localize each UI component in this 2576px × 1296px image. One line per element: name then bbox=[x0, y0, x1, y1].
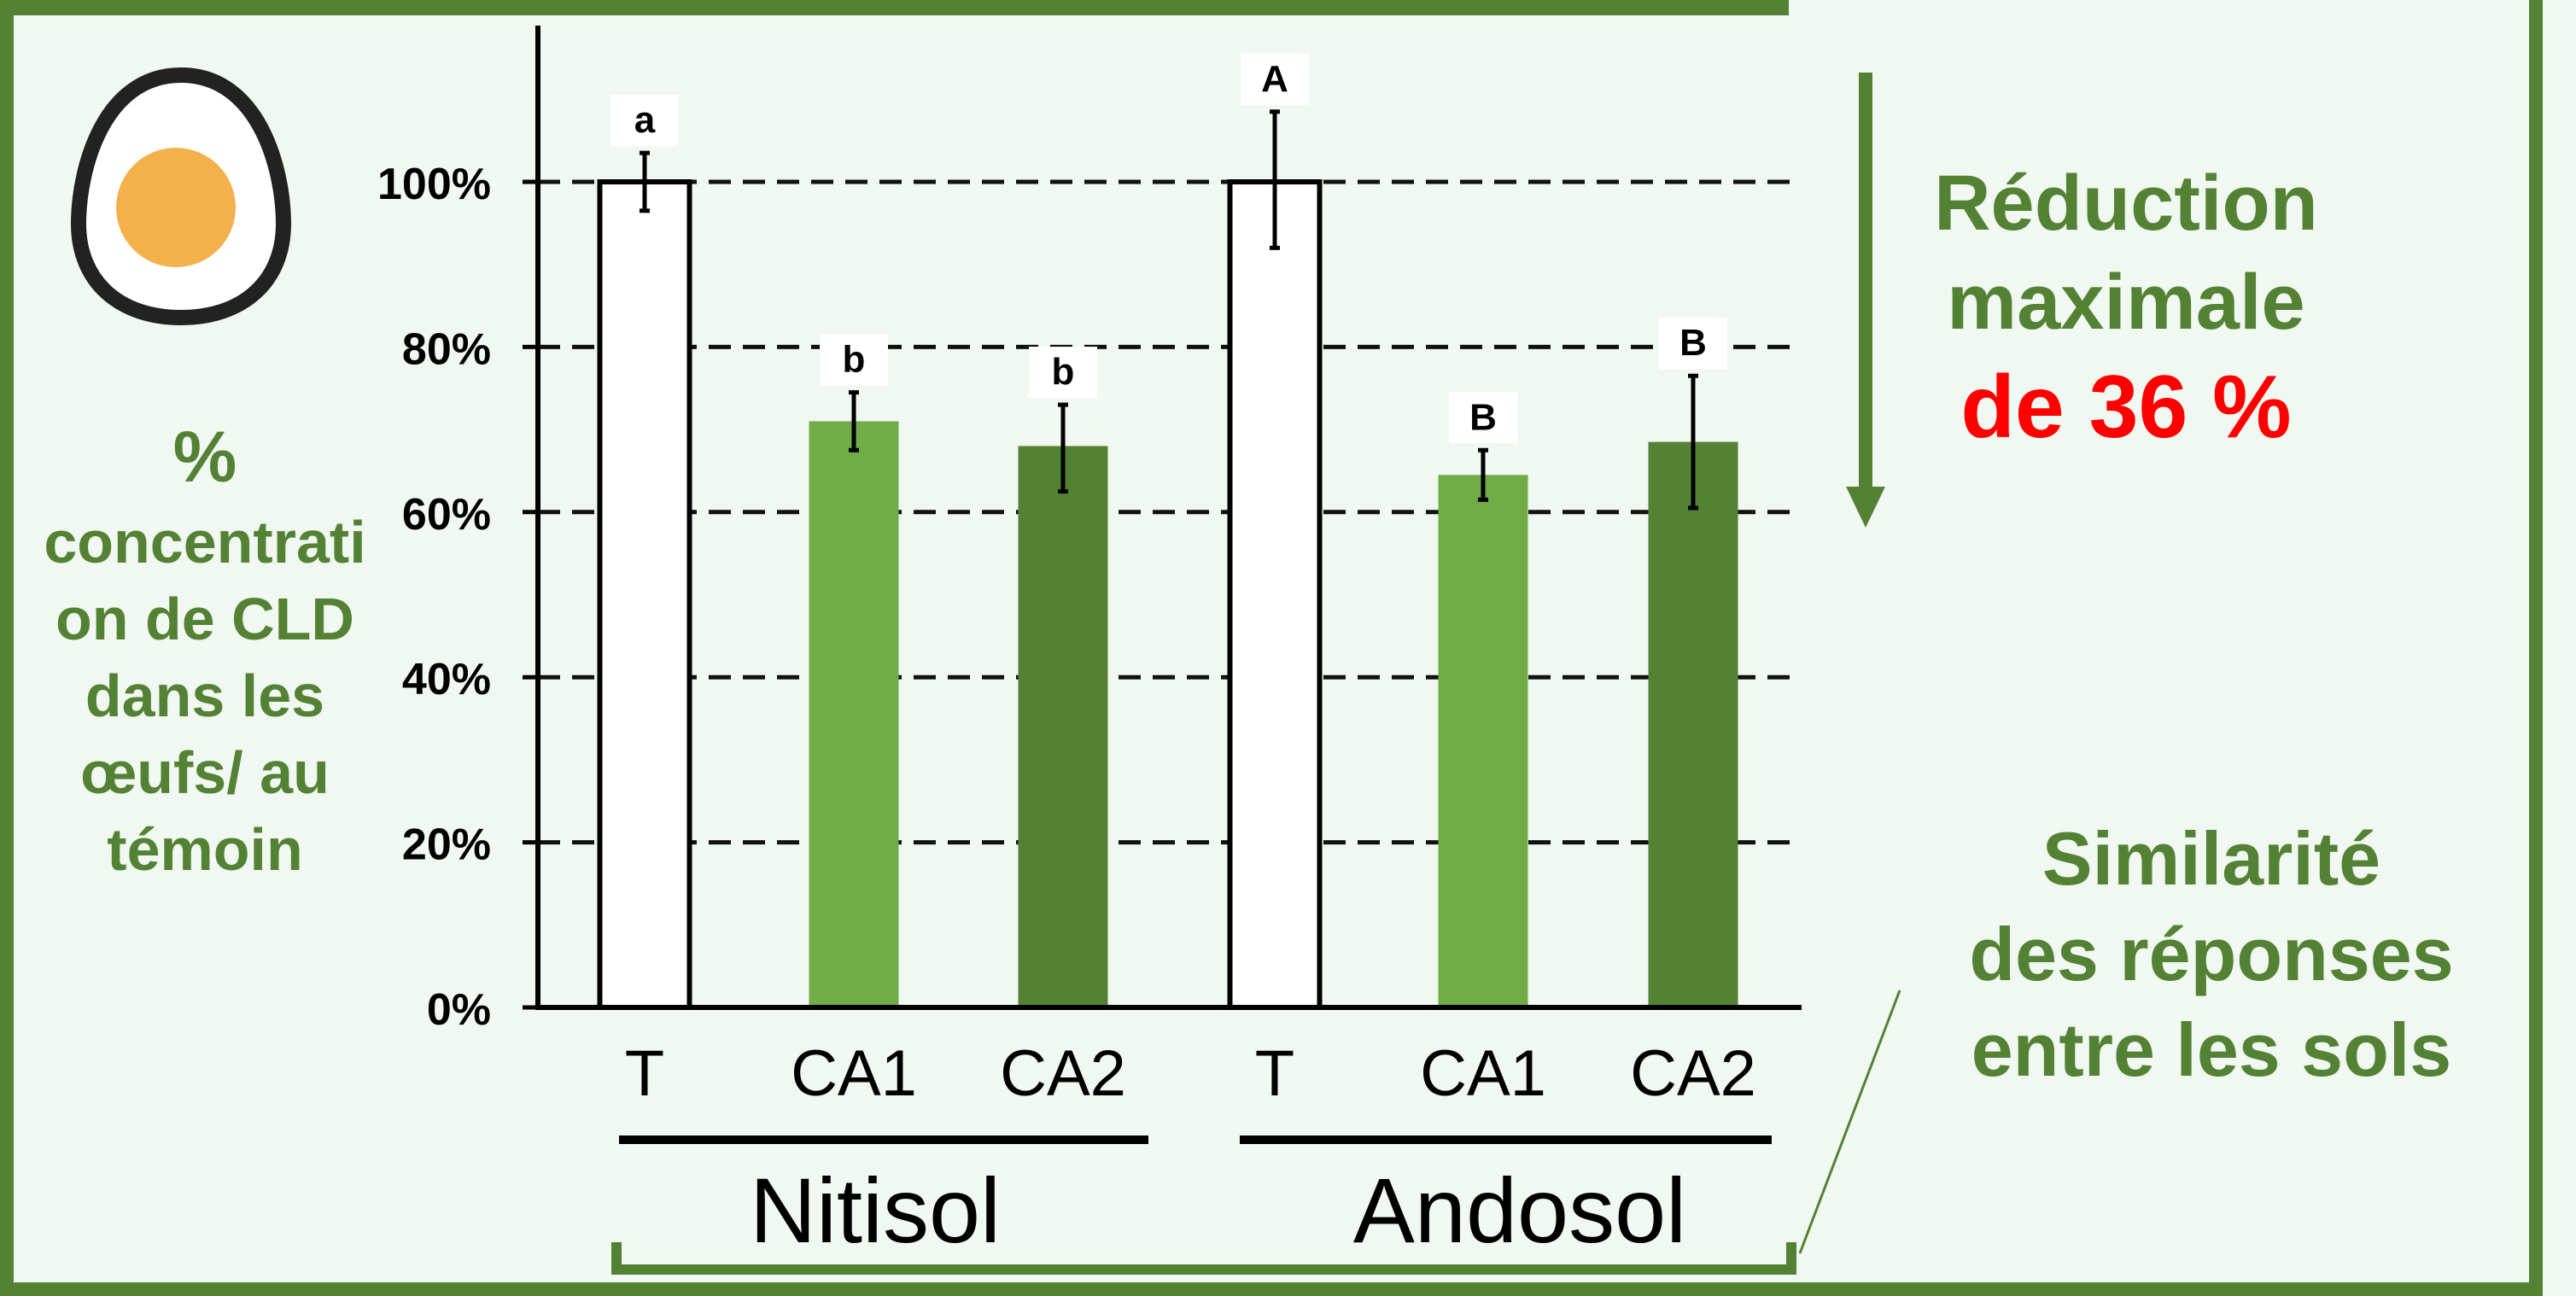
similarity-callout-line-2: des réponses bbox=[1969, 912, 2454, 996]
axes bbox=[523, 26, 1802, 1144]
egg-yolk bbox=[116, 148, 236, 267]
significance-letter-box bbox=[610, 95, 679, 147]
significance-letter: B bbox=[1469, 396, 1497, 438]
chart-labels: 0% 20% 40% 60% 80% 100% a Tb CA1 b CA2 Nitisol A T B CA… bbox=[377, 53, 1756, 1262]
significance-letter-box bbox=[1449, 392, 1517, 444]
group-label: Nitisol bbox=[750, 1159, 1001, 1262]
bar bbox=[597, 179, 692, 1010]
y-axis-title-line-6: témoin bbox=[107, 816, 303, 883]
similarity-callout: Similarité des réponses entre les sols bbox=[1870, 811, 2553, 1098]
egg-icon bbox=[70, 67, 292, 326]
frame-top-bar bbox=[0, 0, 1789, 15]
frame-bottom-edge bbox=[0, 1282, 2543, 1296]
significance-letter: a bbox=[634, 99, 656, 141]
similarity-callout-line-3: entre les sols bbox=[1971, 1007, 2452, 1092]
reduction-callout-value: de 36 % bbox=[1960, 358, 2292, 457]
reduction-callout: Réduction maximale de 36 % bbox=[1844, 154, 2408, 463]
y-tick-label: 40% bbox=[402, 655, 491, 704]
y-axis-title-line-1: % bbox=[172, 417, 237, 497]
significance-letter-box bbox=[1029, 347, 1097, 399]
bar bbox=[1227, 179, 1323, 1010]
significance-letter: B bbox=[1679, 322, 1707, 364]
x-category-label: CA1 bbox=[791, 1037, 917, 1110]
y-tick-label: 100% bbox=[377, 160, 491, 209]
y-axis-title-line-5: œufs/ au bbox=[80, 739, 330, 806]
gridlines bbox=[538, 179, 1802, 845]
significance-letter-box bbox=[1241, 53, 1309, 105]
significance-letter: b bbox=[1052, 351, 1075, 393]
group-label: Andosol bbox=[1353, 1159, 1686, 1262]
reduction-callout-line-1: Réduction bbox=[1934, 160, 2318, 247]
significance-letter-box bbox=[1659, 318, 1727, 370]
x-category-label: CA2 bbox=[1630, 1037, 1756, 1110]
y-tick-label: 60% bbox=[402, 490, 491, 540]
bar bbox=[809, 421, 899, 1007]
soil-bracket bbox=[611, 1242, 1796, 1275]
similarity-connector-line bbox=[1798, 990, 1901, 1254]
bar bbox=[1438, 475, 1528, 1007]
x-category-label: CA1 bbox=[1420, 1037, 1546, 1110]
y-tick-label: 20% bbox=[402, 820, 491, 870]
y-axis-title-line-3: on de CLD bbox=[55, 586, 354, 652]
bar bbox=[1018, 446, 1108, 1007]
reduction-callout-line-2: maximale bbox=[1947, 259, 2305, 346]
x-category-label: T bbox=[625, 1037, 664, 1110]
down-arrow-icon bbox=[1846, 73, 1885, 528]
frame-left-edge bbox=[0, 0, 14, 1296]
significance-letter: A bbox=[1261, 58, 1288, 100]
frame-right-edge bbox=[2529, 0, 2543, 1296]
bars bbox=[597, 109, 1738, 1010]
y-tick-label: 80% bbox=[402, 324, 491, 374]
significance-letter: b bbox=[843, 339, 866, 381]
y-tick-label: 0% bbox=[427, 985, 491, 1035]
y-axis-title-line-4: dans les bbox=[85, 663, 325, 729]
bar bbox=[1648, 441, 1738, 1007]
x-category-label: T bbox=[1255, 1037, 1294, 1110]
x-category-label: CA2 bbox=[1000, 1037, 1126, 1110]
significance-letter-box bbox=[820, 334, 888, 386]
similarity-callout-line-1: Similarité bbox=[2042, 816, 2381, 901]
y-axis-title: % concentrati on de CLD dans les œufs/ a… bbox=[17, 410, 393, 888]
y-axis-title-line-2: concentrati bbox=[44, 509, 366, 575]
